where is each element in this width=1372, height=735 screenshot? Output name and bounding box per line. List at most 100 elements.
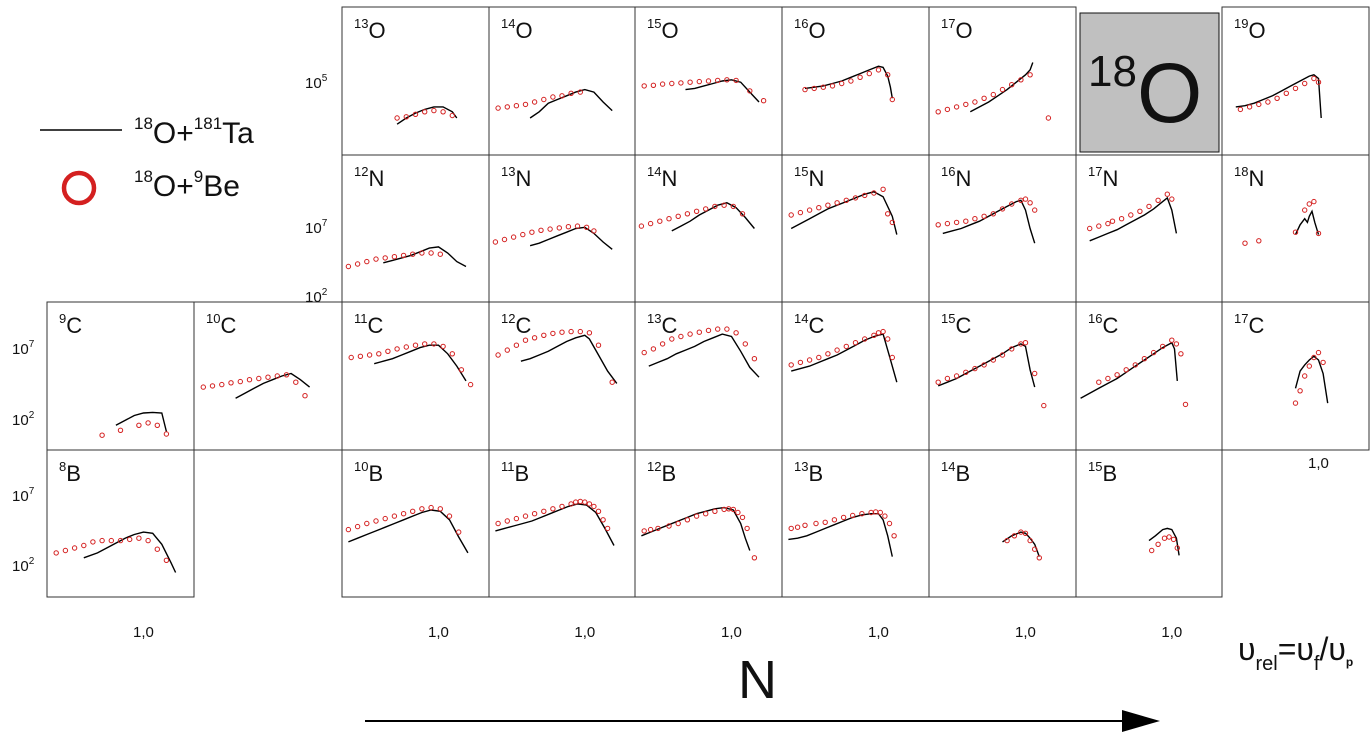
be-point xyxy=(747,88,753,94)
panel-element: C xyxy=(368,313,384,338)
be-point xyxy=(127,536,133,543)
be-point xyxy=(550,94,556,100)
be-point xyxy=(825,202,831,208)
be-point xyxy=(1311,354,1317,361)
panel-element: N xyxy=(1102,166,1118,191)
panel-element: N xyxy=(368,166,384,191)
be-point xyxy=(829,83,836,89)
legend-ta-el2: Ta xyxy=(222,117,254,150)
be-point xyxy=(531,511,538,517)
be-point xyxy=(583,224,590,231)
ta-series-line xyxy=(969,62,1034,113)
be-point xyxy=(850,512,856,519)
be-point xyxy=(513,515,520,522)
be-point xyxy=(586,501,593,507)
panel-element: B xyxy=(515,461,530,486)
be-point xyxy=(1009,346,1015,352)
be-point xyxy=(650,346,657,352)
panel-element: B xyxy=(368,461,383,486)
be-point xyxy=(520,231,526,238)
be-point xyxy=(794,524,801,530)
be-point xyxy=(449,112,455,119)
ta-series-line xyxy=(495,503,615,546)
be-point xyxy=(1169,337,1175,343)
be-point xyxy=(604,525,611,532)
be-point xyxy=(136,535,142,541)
panel-label-12N: 12N xyxy=(354,164,384,191)
be-point xyxy=(990,211,996,217)
be-point xyxy=(547,226,553,232)
ytick-n-1e7: 107 xyxy=(305,218,328,237)
panel-mass: 10 xyxy=(206,311,220,326)
x-tick-label: 1,0 xyxy=(133,624,154,641)
panel-mass: 8 xyxy=(59,459,66,474)
be-point xyxy=(655,525,661,532)
panel-label-14B: 14B xyxy=(941,459,970,486)
n-axis: N xyxy=(365,650,1160,732)
be-point xyxy=(382,515,388,522)
y-axis-labels: 105 107 102 107 102 107 102 xyxy=(12,73,328,575)
be-point xyxy=(391,254,398,260)
panel-mass: 12 xyxy=(501,311,515,326)
be-point xyxy=(428,250,434,256)
be-point xyxy=(797,359,804,366)
panel-14C: 14C xyxy=(781,301,930,451)
be-point xyxy=(739,211,746,217)
be-point xyxy=(693,208,700,215)
be-point xyxy=(999,352,1006,358)
be-point xyxy=(852,340,859,346)
panel-label-13B: 13B xyxy=(794,459,823,486)
be-point xyxy=(541,332,547,338)
legend-be-circle-swatch xyxy=(61,170,97,206)
be-point xyxy=(274,373,280,379)
panel-element: C xyxy=(661,313,677,338)
x-tick-label: 1,0 xyxy=(1015,624,1036,641)
be-point xyxy=(1109,218,1116,224)
be-point xyxy=(529,229,535,235)
be-point xyxy=(935,222,941,228)
be-point xyxy=(742,341,748,347)
be-point xyxy=(117,427,124,433)
projectile-label: 18O xyxy=(1088,46,1202,140)
panel-label-17N: 17N xyxy=(1088,164,1118,191)
ta-series-line xyxy=(641,506,751,551)
be-point xyxy=(981,213,987,220)
be-point xyxy=(1242,240,1248,246)
panel-element: N xyxy=(661,166,677,191)
panel-element: B xyxy=(955,461,970,486)
panel-16C: 16C xyxy=(1075,301,1223,451)
be-point xyxy=(1087,225,1093,232)
be-point xyxy=(385,348,391,354)
be-point xyxy=(1027,537,1033,544)
be-point xyxy=(744,525,750,532)
be-point xyxy=(373,256,379,262)
be-point xyxy=(715,77,721,84)
be-point xyxy=(886,520,893,527)
be-point xyxy=(733,77,739,84)
panel-mass: 14 xyxy=(794,311,808,326)
panel-mass: 13 xyxy=(794,459,808,474)
be-point xyxy=(843,343,849,350)
panel-mass: 13 xyxy=(354,16,368,31)
be-point xyxy=(1311,75,1317,82)
be-point xyxy=(820,84,826,90)
be-point xyxy=(400,511,407,517)
panel-frame xyxy=(1221,301,1370,451)
be-point xyxy=(862,336,868,342)
be-point xyxy=(364,258,370,265)
be-point xyxy=(981,362,987,368)
ta-series-line xyxy=(788,513,893,557)
be-point xyxy=(586,330,593,336)
be-point xyxy=(591,228,597,234)
panel-mass: 10 xyxy=(354,459,368,474)
be-point xyxy=(687,331,693,337)
be-point xyxy=(1315,349,1322,356)
be-point xyxy=(510,234,517,240)
ta-series-line xyxy=(1294,209,1320,235)
be-point xyxy=(108,537,115,544)
be-point xyxy=(751,356,758,362)
be-point xyxy=(504,104,510,110)
be-point xyxy=(538,227,544,234)
be-point xyxy=(449,351,455,357)
be-point xyxy=(265,374,271,380)
